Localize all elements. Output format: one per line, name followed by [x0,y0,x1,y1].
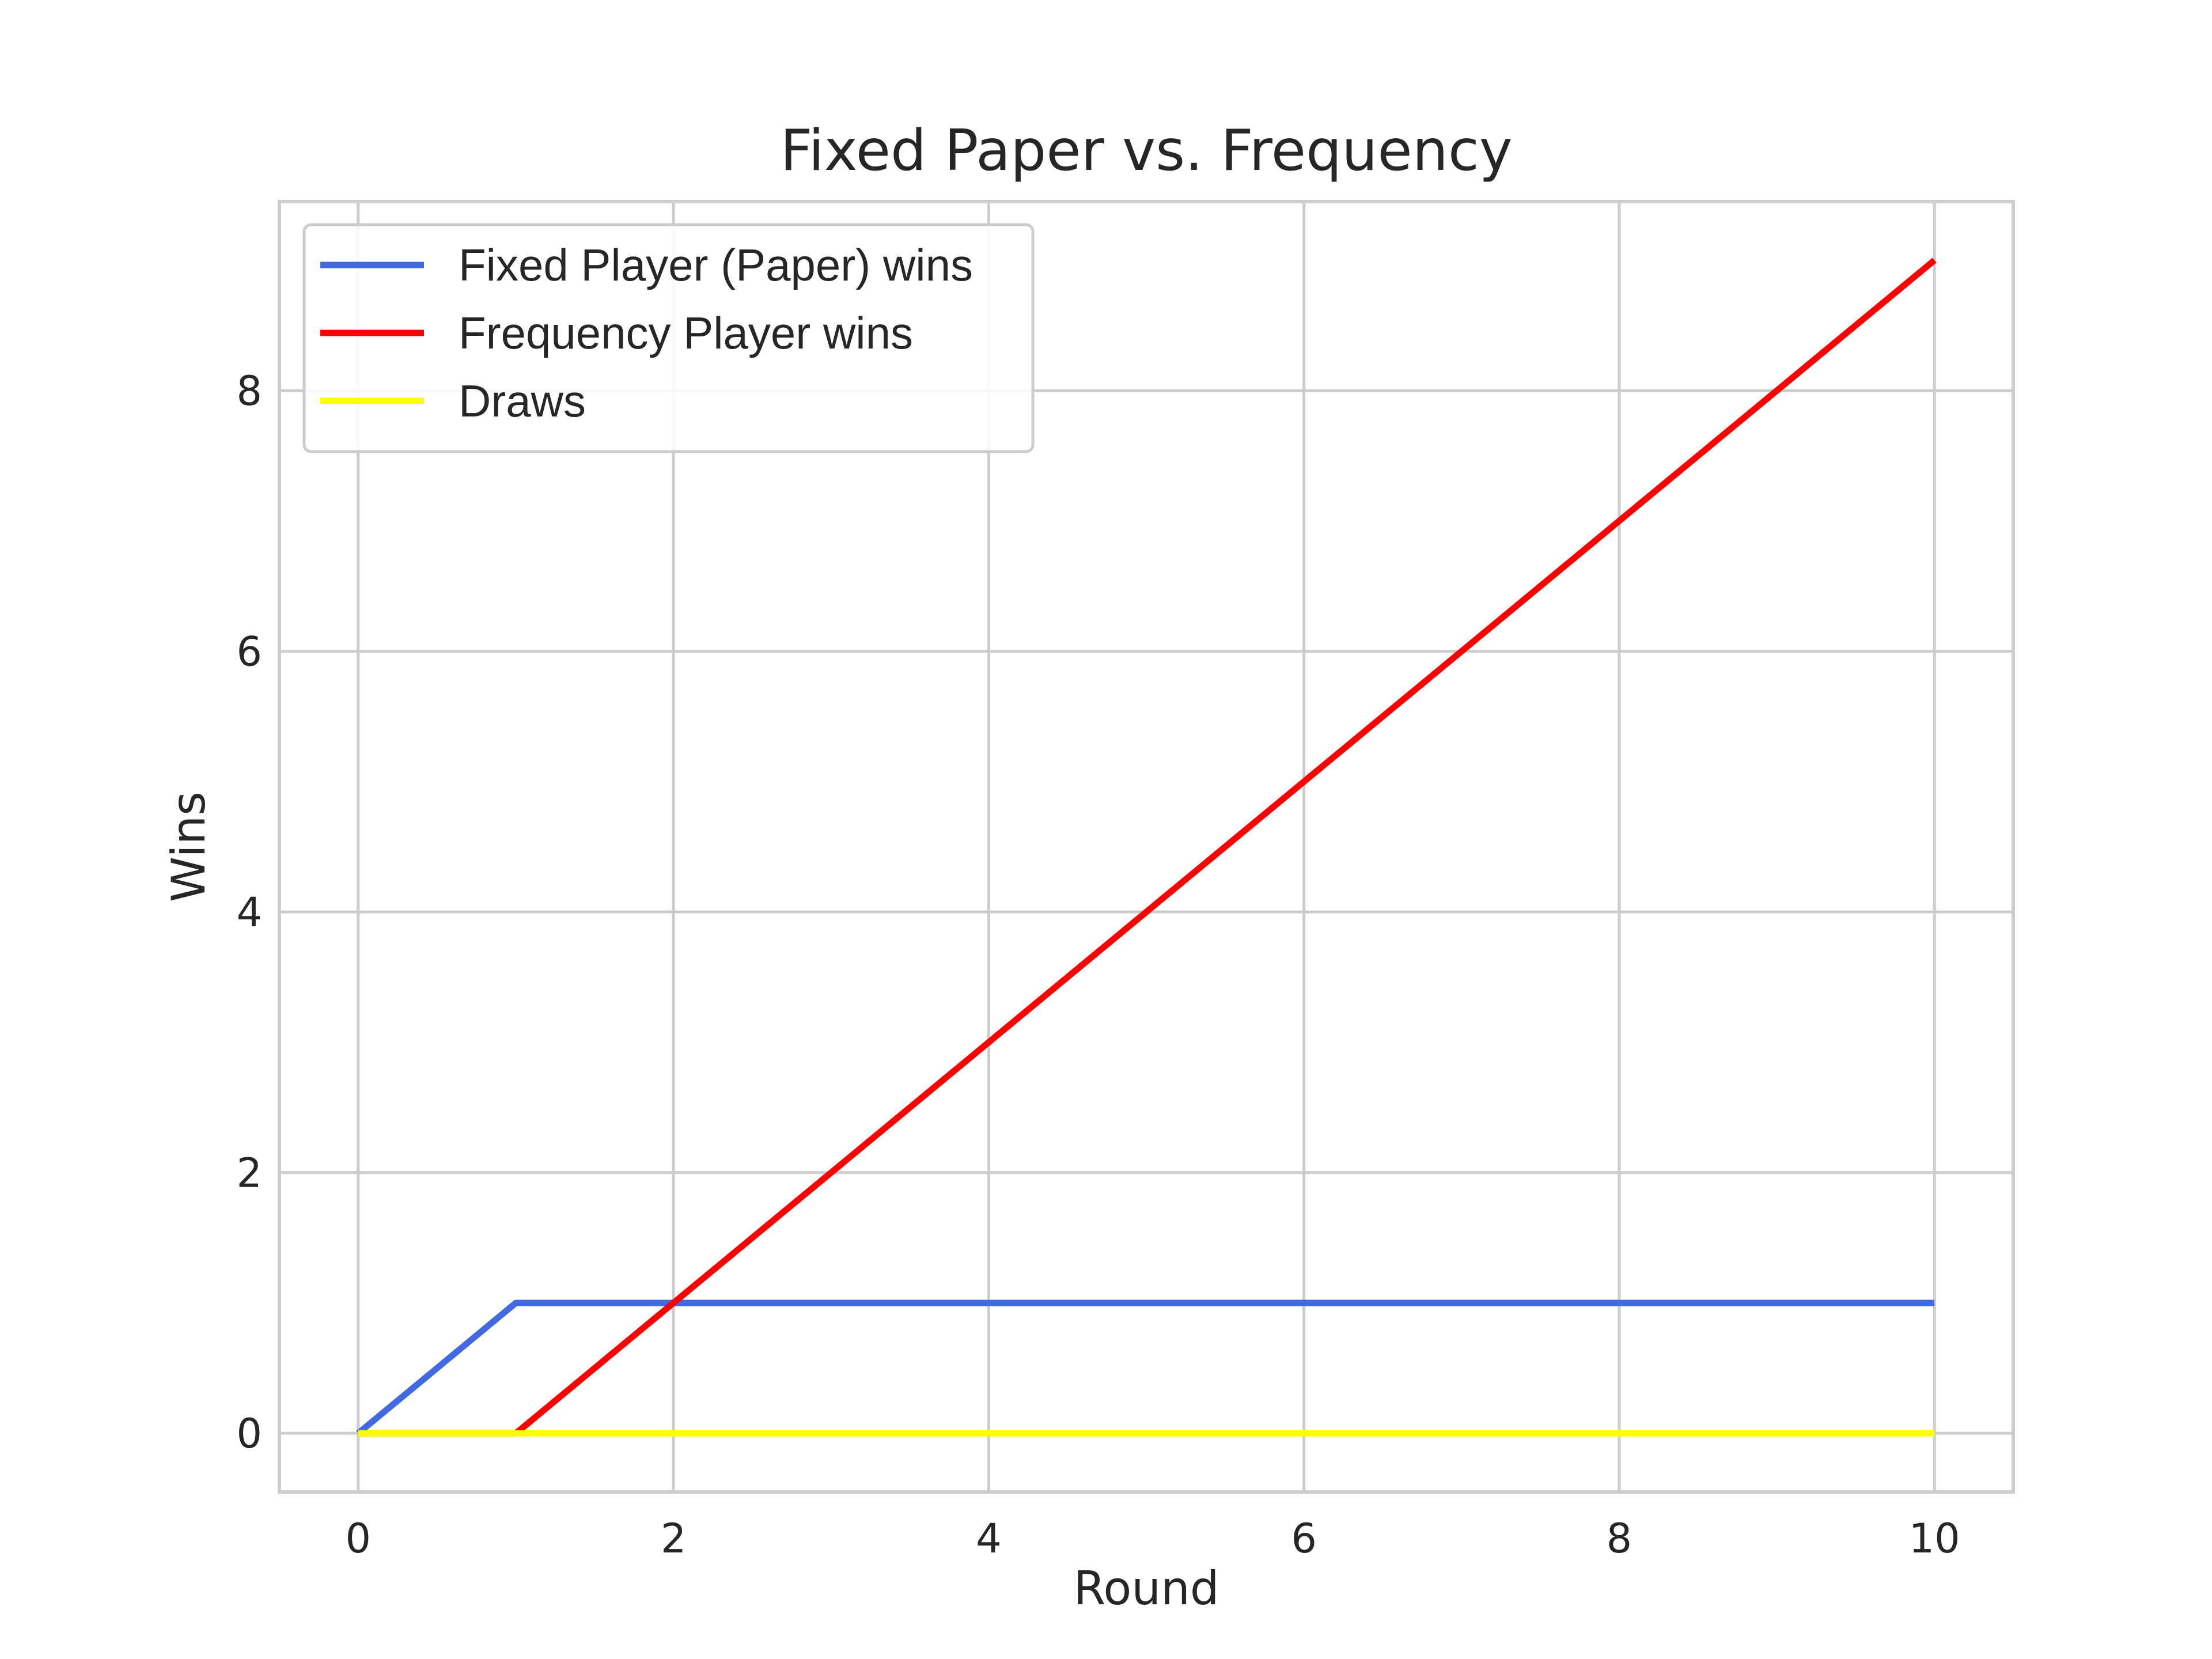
x-tick-label: 4 [976,1515,1002,1562]
x-axis-label: Round [1073,1562,1219,1615]
plot-area-frame [278,200,2015,1494]
legend: Fixed Player (Paper) wins Frequency Playe… [302,223,1035,453]
series-line-1 [356,1300,1935,1436]
y-tick-label: 8 [236,368,262,415]
legend-label-2: Frequency Player wins [459,308,913,358]
y-tick-labels: 0 2 4 6 8 [236,368,262,1457]
chart-title: Fixed Paper vs. Frequency [780,118,1512,184]
x-tick-labels: 0 2 4 6 8 10 [346,1515,1960,1562]
legend-label-3: Draws [459,376,586,426]
x-tick-label: 0 [346,1515,372,1562]
series-line-2 [358,257,1937,1437]
y-tick-label: 6 [236,628,262,676]
legend-box [302,223,1035,453]
y-tick-label: 2 [236,1150,262,1197]
y-tick-label: 0 [236,1410,262,1457]
legend-label-1: Fixed Player (Paper) wins [459,240,973,290]
x-tick-label: 2 [661,1515,687,1562]
y-tick-label: 4 [236,889,262,936]
series-lines [356,257,1937,1437]
y-axis-label: Wins [162,791,215,902]
x-tick-label: 8 [1607,1515,1633,1562]
x-tick-label: 10 [1909,1515,1960,1562]
x-tick-label: 6 [1291,1515,1317,1562]
